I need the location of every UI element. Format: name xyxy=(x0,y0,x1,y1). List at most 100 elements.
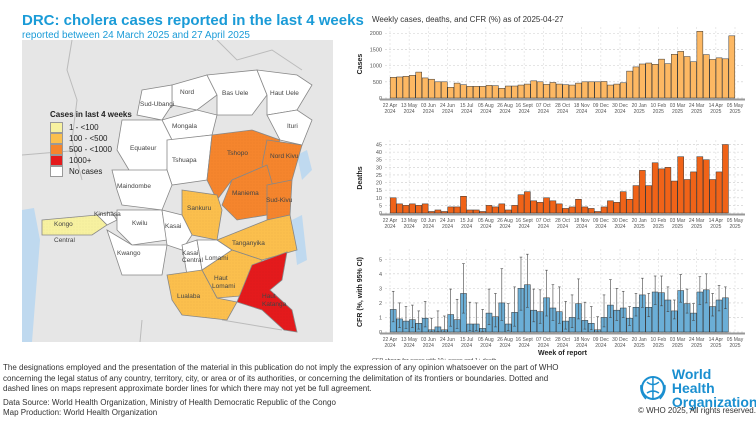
province-kasai xyxy=(161,209,193,251)
x-tick-label: 20 Jan xyxy=(632,218,647,224)
province-label: Central xyxy=(182,257,204,264)
province-ituri xyxy=(266,109,313,146)
x-tick-label: 10 Feb xyxy=(651,337,667,343)
x-tick-label: 2024 xyxy=(461,343,472,349)
bar xyxy=(415,205,422,214)
x-tick-label: 03 Mar xyxy=(670,218,686,224)
x-tick-label: 2024 xyxy=(384,343,395,349)
bar xyxy=(639,170,646,214)
province-label: Sud-Kivu xyxy=(266,197,293,204)
x-tick-label: 24 Jun xyxy=(440,337,455,343)
y-tick-label: 1 xyxy=(379,315,382,321)
x-tick-label: 2024 xyxy=(557,224,568,230)
lake xyxy=(297,150,312,180)
bar xyxy=(709,59,716,99)
x-tick-label: 2024 xyxy=(519,109,530,115)
x-tick-label: 24 Mar xyxy=(689,103,705,109)
map-legend: Cases in last 4 weeks 1 - <100 100 - <500… xyxy=(50,110,132,177)
bar xyxy=(715,57,723,99)
x-tick-label: 2024 xyxy=(595,109,606,115)
x-tick-label: 2025 xyxy=(729,343,740,349)
x-tick-label: 2024 xyxy=(595,224,606,230)
bar xyxy=(530,80,537,99)
province-label: Tshopo xyxy=(227,150,248,157)
bar xyxy=(524,83,531,99)
x-tick-label: 2024 xyxy=(499,224,510,230)
x-tick-label: 05 May xyxy=(727,103,744,109)
bar xyxy=(651,162,659,214)
bar xyxy=(447,87,454,99)
x-tick-label: 2024 xyxy=(538,224,549,230)
x-tick-label: 22 Apr xyxy=(383,103,398,109)
x-tick-label: 2025 xyxy=(672,224,683,230)
x-tick-label: 03 Jun xyxy=(421,337,436,343)
x-tick-label: 28 Oct xyxy=(555,218,570,224)
x-tick-label: 2024 xyxy=(404,109,415,115)
x-axis-label: Week of report xyxy=(538,350,588,357)
bar xyxy=(690,61,697,99)
x-tick-label: 03 Jun xyxy=(421,218,436,224)
disclaimer-text: The designations employed and the presen… xyxy=(3,363,559,393)
province-label: Equateur xyxy=(130,145,157,152)
y-tick-label: 20 xyxy=(376,181,382,187)
bar xyxy=(441,81,448,99)
y-tick-label: 5 xyxy=(379,203,382,209)
bar xyxy=(498,203,506,214)
province-label: Haut Uele xyxy=(270,90,299,97)
x-tick-label: 2025 xyxy=(653,343,664,349)
x-tick-label: 07 Oct xyxy=(536,103,551,109)
data-source-text: Data Source: World Health Organization, … xyxy=(3,397,336,407)
x-tick-label: 2024 xyxy=(519,343,530,349)
bar xyxy=(607,200,614,214)
x-tick-label: 2025 xyxy=(691,224,702,230)
x-tick-label: 13 May xyxy=(401,103,418,109)
bar xyxy=(409,203,416,214)
bar xyxy=(703,159,710,214)
x-tick-label: 2024 xyxy=(423,343,434,349)
who-logo: World Health Organization xyxy=(638,367,756,409)
x-tick-label: 2024 xyxy=(499,109,510,115)
x-tick-label: 2024 xyxy=(499,343,510,349)
bar xyxy=(485,205,493,214)
x-tick-label: 2025 xyxy=(653,224,664,230)
bar xyxy=(453,82,461,99)
bar xyxy=(607,84,614,99)
bar xyxy=(696,31,704,99)
province-texture xyxy=(217,215,297,260)
bar xyxy=(511,85,518,99)
bar xyxy=(473,209,480,214)
who-emblem-icon xyxy=(640,376,666,400)
bar xyxy=(556,203,563,214)
bar xyxy=(396,76,403,99)
x-tick-label: 2024 xyxy=(538,343,549,349)
x-tick-label: 03 Mar xyxy=(670,337,686,343)
bar xyxy=(594,81,601,99)
bar xyxy=(402,76,410,99)
y-tick-label: 45 xyxy=(376,143,382,149)
y-tick-label: 15 xyxy=(376,188,382,194)
y-tick-label: 40 xyxy=(376,150,382,156)
x-tick-label: 2024 xyxy=(423,109,434,115)
bar xyxy=(703,54,710,99)
province-kwilu xyxy=(116,209,168,246)
bar xyxy=(581,81,589,99)
bar xyxy=(677,51,684,99)
bar xyxy=(626,70,633,99)
province-label: Kinshasa xyxy=(94,211,121,218)
x-tick-label: 2025 xyxy=(691,343,702,349)
bar xyxy=(409,75,416,99)
lake xyxy=(292,215,307,265)
province-label: Maindombe xyxy=(117,183,151,190)
x-tick-label: 2024 xyxy=(519,224,530,230)
bar xyxy=(504,209,512,214)
bar xyxy=(626,199,633,214)
bar xyxy=(421,77,429,99)
bar xyxy=(562,208,569,214)
province-label: Nord Kivu xyxy=(270,153,299,160)
x-tick-label: 2024 xyxy=(404,343,415,349)
x-tick-label: 30 Dec xyxy=(612,337,628,343)
bar xyxy=(568,84,576,99)
bar xyxy=(511,205,518,214)
province-label: Lomami xyxy=(212,283,235,290)
